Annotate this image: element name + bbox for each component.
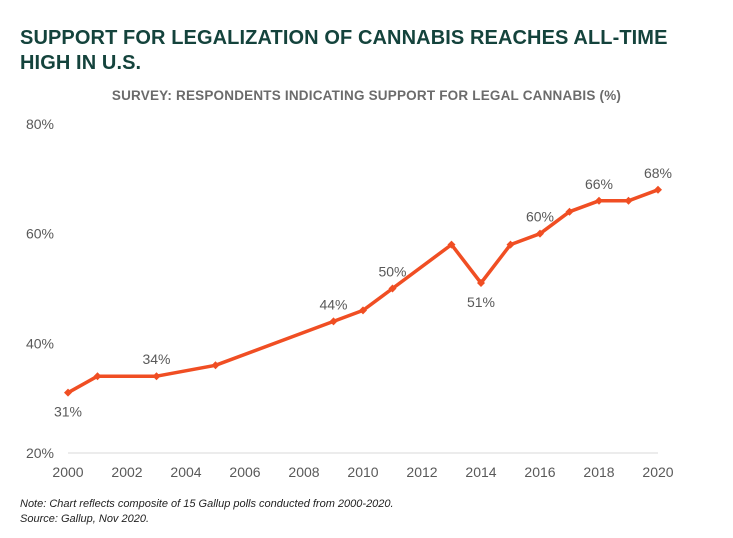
data-label: 44% (319, 296, 347, 312)
line-chart: 20% 40% 60% 80% 2000 2002 2004 2006 2008 2010 201… (26, 116, 674, 480)
x-tick-label: 2016 (524, 464, 555, 480)
data-label: 34% (142, 351, 170, 367)
chart-note: Note: Chart reflects composite of 15 Gal… (20, 498, 394, 510)
data-point-marker (595, 196, 603, 205)
x-tick-label: 2010 (347, 464, 378, 480)
data-point-marker (536, 229, 544, 238)
chart-title: SUPPORT FOR LEGALIZATION OF CANNABIS REA… (20, 27, 668, 74)
data-label: 50% (378, 264, 406, 280)
chart-source: Source: Gallup, Nov 2020. (20, 513, 150, 525)
data-point-marker (447, 240, 456, 249)
x-tick-label: 2008 (288, 464, 319, 480)
data-point-marker (477, 279, 485, 288)
data-point-marker (565, 207, 574, 216)
x-tick-label: 2020 (642, 464, 673, 480)
x-tick-label: 2012 (406, 464, 437, 480)
x-tick-label: 2006 (229, 464, 260, 480)
chart-subtitle: SURVEY: RESPONDENTS INDICATING SUPPORT F… (111, 88, 622, 103)
footnotes: Note: Chart reflects composite of 15 Gal… (20, 497, 394, 527)
data-point-marker (506, 240, 515, 249)
data-point-marker (93, 372, 102, 381)
data-label: 60% (526, 209, 554, 225)
data-point-marker (329, 317, 338, 326)
x-tick-label: 2014 (465, 464, 496, 480)
x-axis-ticks: 2000 2002 2004 2006 2008 2010 2012 2014 2016 2018… (52, 464, 673, 480)
data-point-marker (359, 306, 367, 315)
data-point-marker (64, 388, 72, 397)
y-tick-label: 80% (26, 116, 54, 132)
data-label: 66% (585, 176, 613, 192)
data-point-marker (388, 284, 397, 293)
x-tick-label: 2004 (170, 464, 201, 480)
series-group (64, 185, 662, 397)
y-tick-label: 20% (26, 445, 54, 461)
data-point-marker (624, 196, 633, 205)
data-label: 51% (467, 294, 495, 310)
x-tick-label: 2002 (111, 464, 142, 480)
data-labels: 31% 34% 44% 50% 51% 60% 66% 68% (54, 165, 672, 420)
data-point-marker (654, 185, 662, 194)
data-point-marker (211, 361, 220, 370)
y-tick-label: 40% (26, 335, 54, 351)
y-axis-ticks: 20% 40% 60% 80% (26, 116, 54, 461)
y-tick-label: 60% (26, 226, 54, 242)
x-tick-label: 2018 (583, 464, 614, 480)
data-label: 68% (644, 165, 672, 181)
data-label: 31% (54, 404, 82, 420)
x-tick-label: 2000 (52, 464, 83, 480)
data-point-marker (152, 372, 161, 381)
